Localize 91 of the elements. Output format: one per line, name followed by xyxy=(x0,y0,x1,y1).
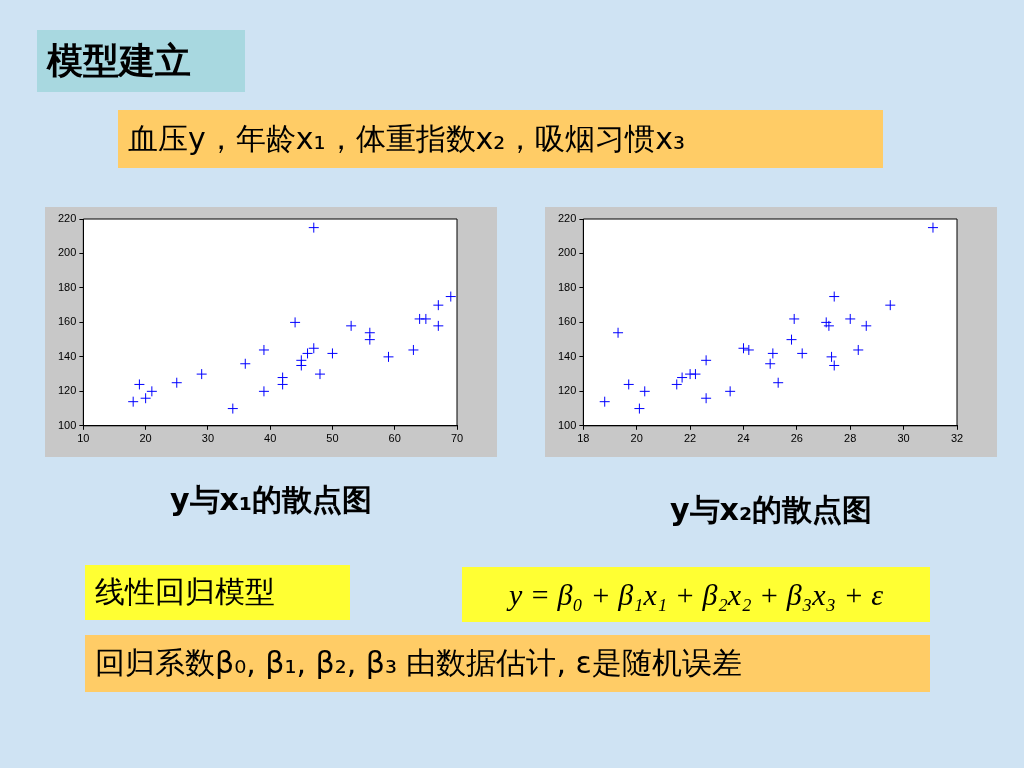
point xyxy=(633,403,645,415)
point xyxy=(239,358,251,370)
y-tick-label: 180 xyxy=(557,280,577,293)
point xyxy=(852,344,864,356)
point xyxy=(314,368,326,380)
y-tick-label: 120 xyxy=(57,384,77,397)
y-tick-label: 160 xyxy=(57,315,77,328)
x-tick-label: 30 xyxy=(897,432,910,445)
point xyxy=(289,316,301,328)
point xyxy=(295,354,307,366)
point xyxy=(407,344,419,356)
point xyxy=(828,291,840,303)
y-tick-label: 120 xyxy=(557,384,577,397)
point xyxy=(308,342,320,354)
text: 血压y，年龄x₁，体重指数x₂，吸烟习惯x₃ xyxy=(118,110,883,168)
x-tick-label: 32 xyxy=(950,432,964,445)
point xyxy=(700,354,712,366)
point xyxy=(345,320,357,332)
point xyxy=(140,392,152,404)
text: 线性回归模型 xyxy=(85,565,350,620)
point xyxy=(671,378,683,390)
point xyxy=(860,320,872,332)
x-tick-label: 26 xyxy=(790,432,803,445)
point xyxy=(146,385,158,397)
text: y与x₁的散点图 xyxy=(168,481,373,519)
y-tick-label: 200 xyxy=(557,246,577,259)
point xyxy=(432,320,444,332)
point xyxy=(171,377,183,389)
point xyxy=(788,313,800,325)
point xyxy=(308,222,320,234)
y-tick-label: 100 xyxy=(57,418,77,431)
point xyxy=(612,327,624,339)
y-tick-label: 220 xyxy=(557,212,577,225)
point xyxy=(227,403,239,415)
point xyxy=(820,316,832,328)
y-tick-label: 140 xyxy=(557,349,577,362)
point xyxy=(445,291,457,303)
x-tick-label: 20 xyxy=(139,432,152,445)
point xyxy=(623,378,635,390)
point xyxy=(743,344,755,356)
point xyxy=(826,351,838,363)
y-tick-label: 180 xyxy=(57,280,77,293)
x-tick-label: 70 xyxy=(450,432,464,445)
point xyxy=(599,396,611,408)
x-tick-label: 30 xyxy=(201,432,215,445)
point xyxy=(432,299,444,311)
point xyxy=(420,313,432,325)
point xyxy=(737,342,749,354)
point xyxy=(258,385,270,397)
point xyxy=(786,334,798,346)
point xyxy=(326,347,338,359)
text: 回归系数β₀, β₁, β₂, β₃ 由数据估计, ε是随机误差 xyxy=(85,635,930,692)
point xyxy=(277,378,289,390)
text: y = β₀ + β₁x₁ + β₂x₂ + β₃x₃ + ε xyxy=(462,567,930,622)
point xyxy=(927,222,939,234)
x-tick-label: 50 xyxy=(326,432,339,445)
point xyxy=(258,344,270,356)
point xyxy=(767,347,779,359)
x-tick-label: 28 xyxy=(844,432,857,445)
point xyxy=(724,385,736,397)
point xyxy=(796,347,808,359)
x-tick-label: 10 xyxy=(77,432,90,445)
point xyxy=(133,378,145,390)
point xyxy=(884,299,896,311)
x-tick-label: 60 xyxy=(388,432,401,445)
x-tick-label: 40 xyxy=(264,432,277,445)
point xyxy=(844,313,856,325)
x-tick-label: 18 xyxy=(577,432,590,445)
y-tick-label: 200 xyxy=(57,246,77,259)
point xyxy=(383,351,394,363)
point xyxy=(302,347,314,359)
y-tick-label: 140 xyxy=(57,349,77,362)
point xyxy=(689,368,701,380)
text: 模型建立 xyxy=(37,30,245,92)
point xyxy=(700,392,712,404)
point xyxy=(364,334,376,346)
text: y与x₂的散点图 xyxy=(668,491,873,529)
y-tick-label: 100 xyxy=(557,418,577,431)
x-tick-label: 24 xyxy=(737,432,750,445)
x-tick-label: 22 xyxy=(683,432,697,445)
point xyxy=(772,377,784,389)
point xyxy=(828,359,840,371)
point xyxy=(639,385,651,397)
x-tick-label: 20 xyxy=(630,432,643,445)
point xyxy=(676,372,688,384)
point xyxy=(764,358,776,370)
point xyxy=(127,396,139,408)
point xyxy=(196,368,208,380)
point xyxy=(823,320,835,332)
y-tick-label: 220 xyxy=(57,212,77,225)
y-tick-label: 160 xyxy=(557,315,577,328)
